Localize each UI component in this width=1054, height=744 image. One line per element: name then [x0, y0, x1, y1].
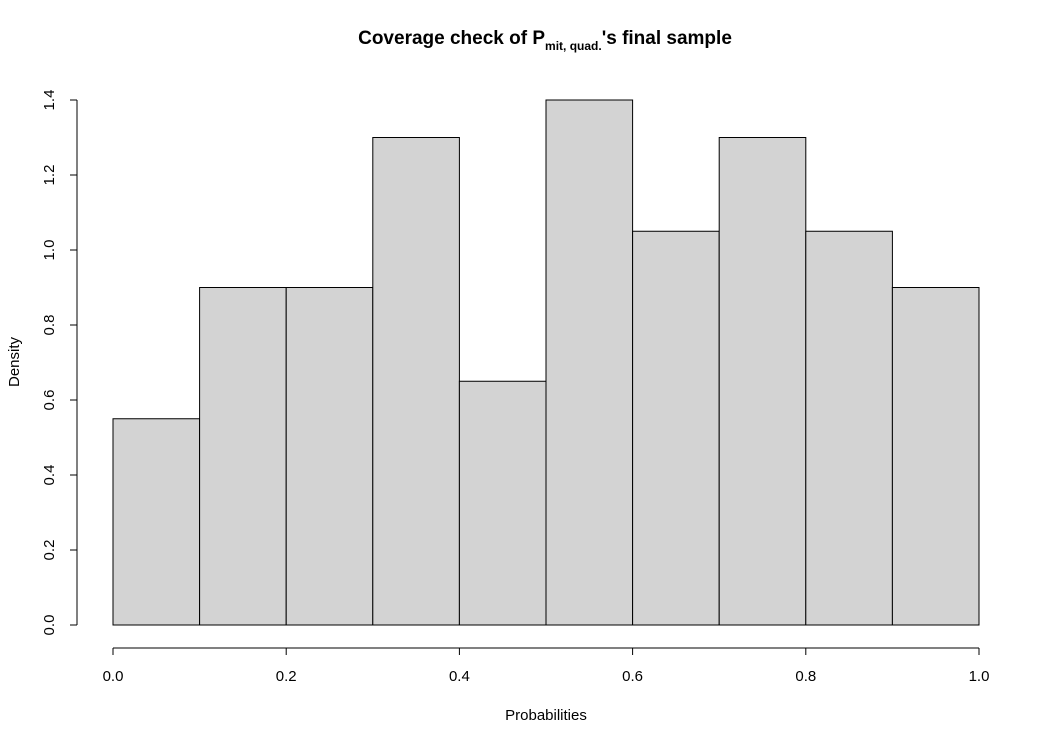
x-tick-label: 0.0: [103, 668, 124, 685]
histogram-bar-1: [112, 418, 201, 626]
histogram-bar-10: [891, 287, 980, 626]
x-tick-label: 0.6: [622, 668, 643, 685]
x-tick-label: 0.2: [276, 668, 297, 685]
chart-title-subscript: mit, quad.: [545, 39, 602, 53]
x-axis: 0.0 0.2 0.4 0.6 0.8 1.0: [103, 647, 990, 685]
y-tick-label: 0.4: [41, 465, 58, 486]
x-tick-label: 0.8: [795, 668, 816, 685]
y-tick-label: 1.2: [41, 165, 58, 186]
histogram-bar-8: [718, 137, 807, 626]
y-tick-label: 0.6: [41, 390, 58, 411]
histogram-bar-9: [805, 230, 893, 626]
histogram-bar-5: [458, 380, 547, 626]
chart-title-suffix: 's final sample: [602, 28, 732, 49]
histogram-bar-3: [285, 287, 374, 626]
y-tick-label: 1.0: [41, 240, 58, 261]
y-tick-label: 1.4: [41, 90, 58, 111]
y-axis-title: Density: [6, 336, 23, 387]
histogram-bar-6: [545, 99, 634, 626]
y-tick-label: 0.0: [41, 615, 58, 636]
x-tick-label: 1.0: [969, 668, 990, 685]
bars-group: [112, 99, 980, 626]
histogram-bar-4: [372, 137, 460, 626]
y-axis: 0.0 0.2 0.4 0.6 0.8 1.0 1.2 1.4: [41, 90, 78, 636]
histogram-bar-2: [199, 287, 287, 626]
chart-title: Coverage check of Pmit, quad.'s final sa…: [358, 28, 732, 53]
histogram-bar-7: [632, 230, 720, 626]
chart-title-main: Coverage check of P: [358, 28, 545, 49]
y-tick-label: 0.2: [41, 540, 58, 561]
x-axis-title: Probabilities: [505, 707, 587, 724]
x-tick-label: 0.4: [449, 668, 470, 685]
y-tick-label: 0.8: [41, 315, 58, 336]
